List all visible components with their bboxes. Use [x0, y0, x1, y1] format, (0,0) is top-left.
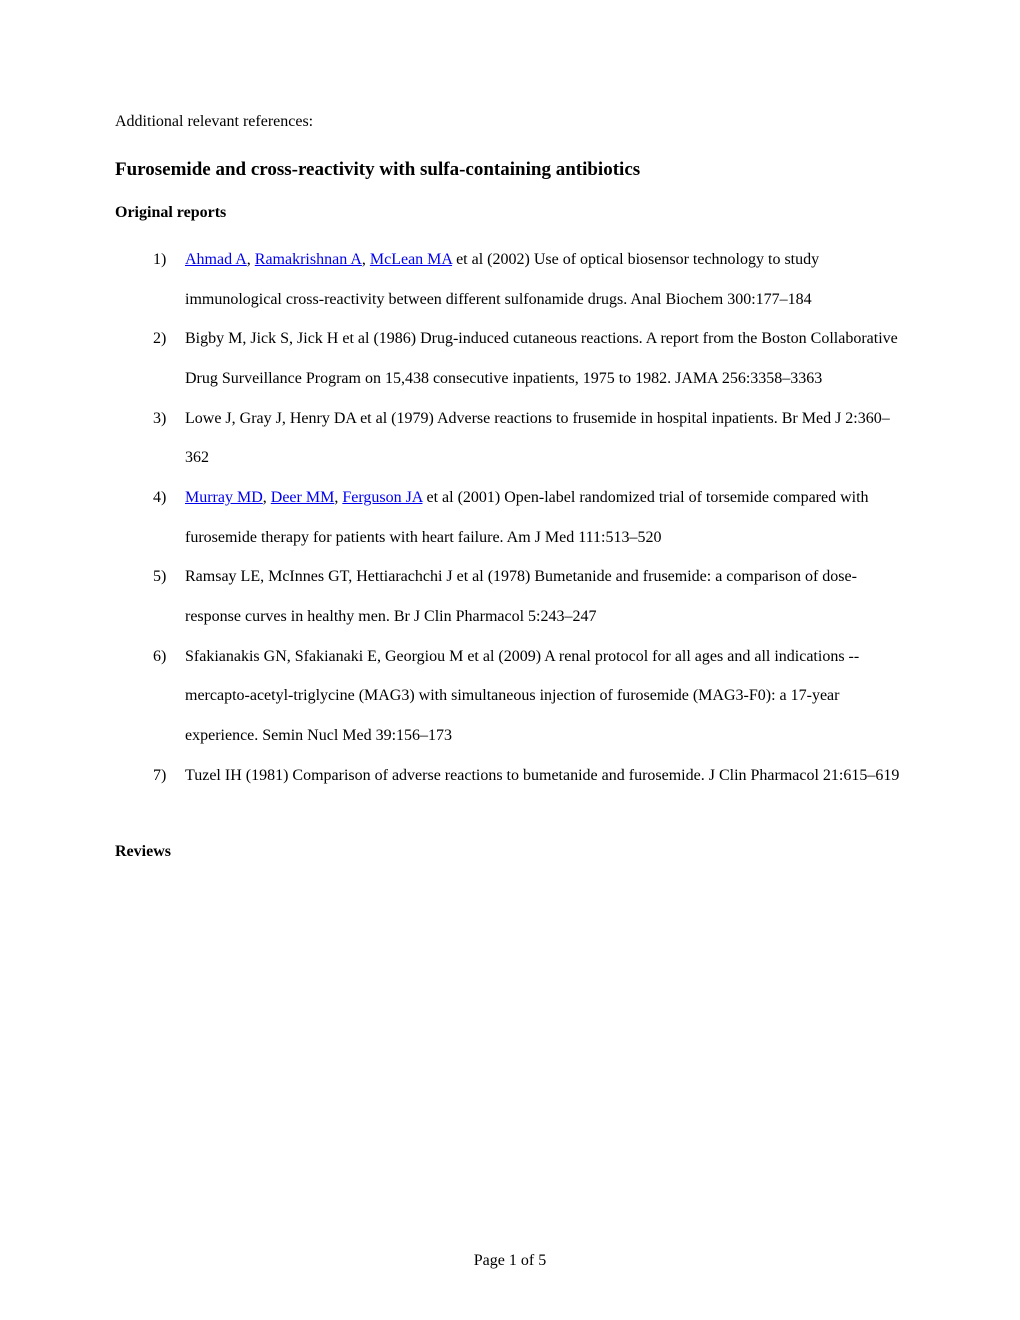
separator: , — [263, 489, 271, 506]
reference-text: Sfakianakis GN, Sfakianaki E, Georgiou M… — [185, 637, 905, 756]
separator: , — [362, 251, 370, 268]
reference-item: Murray MD, Deer MM, Ferguson JA et al (2… — [185, 478, 905, 557]
reference-item: Tuzel IH (1981) Comparison of adverse re… — [185, 756, 905, 796]
section-heading-reviews: Reviews — [115, 843, 905, 861]
author-link[interactable]: Ramakrishnan A — [255, 251, 362, 268]
reference-text: Bigby M, Jick S, Jick H et al (1986) Dru… — [185, 319, 905, 398]
author-link[interactable]: McLean MA — [370, 251, 452, 268]
page-title: Furosemide and cross-reactivity with sul… — [115, 159, 905, 181]
author-link[interactable]: Murray MD — [185, 489, 263, 506]
intro-text: Additional relevant references: — [115, 113, 905, 131]
references-list: Ahmad A, Ramakrishnan A, McLean MA et al… — [115, 240, 905, 795]
reference-item: Bigby M, Jick S, Jick H et al (1986) Dru… — [185, 319, 905, 398]
reference-text: Lowe J, Gray J, Henry DA et al (1979) Ad… — [185, 399, 905, 478]
reference-text: Ramsay LE, McInnes GT, Hettiarachchi J e… — [185, 557, 905, 636]
page-footer: Page 1 of 5 — [0, 1252, 1020, 1270]
author-link[interactable]: Ahmad A — [185, 251, 247, 268]
reference-item: Sfakianakis GN, Sfakianaki E, Georgiou M… — [185, 637, 905, 756]
separator: , — [247, 251, 255, 268]
page-number: Page 1 of 5 — [474, 1252, 546, 1269]
reference-text: Tuzel IH (1981) Comparison of adverse re… — [185, 756, 905, 796]
reference-item: Ramsay LE, McInnes GT, Hettiarachchi J e… — [185, 557, 905, 636]
reference-item: Lowe J, Gray J, Henry DA et al (1979) Ad… — [185, 399, 905, 478]
author-link[interactable]: Ferguson JA — [342, 489, 422, 506]
author-link[interactable]: Deer MM — [271, 489, 335, 506]
section-heading-original-reports: Original reports — [115, 204, 905, 222]
reference-item: Ahmad A, Ramakrishnan A, McLean MA et al… — [185, 240, 905, 319]
